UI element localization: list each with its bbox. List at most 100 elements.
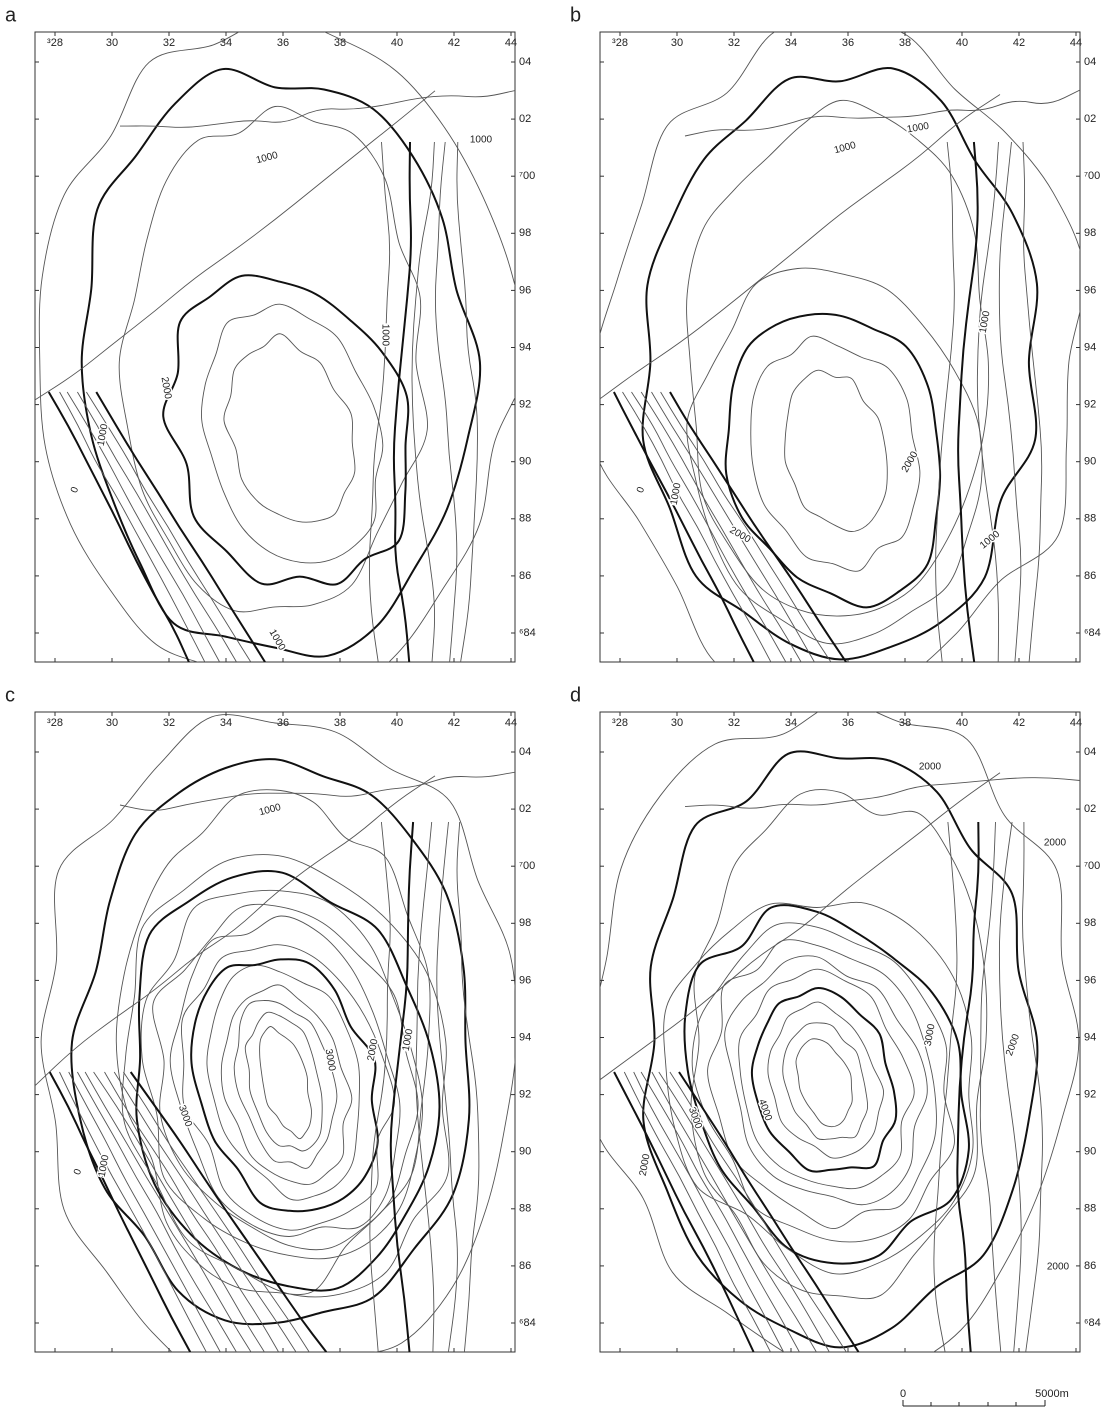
x-tick-label: 42	[448, 37, 460, 49]
contour-line	[640, 1071, 800, 1352]
x-tick-label: ³28	[47, 717, 63, 729]
x-tick-label: 30	[106, 37, 118, 49]
contour-line	[767, 1001, 884, 1159]
contour-label: 2000	[919, 762, 942, 773]
contour-line	[631, 391, 787, 662]
y-tick-label: 94	[1084, 341, 1096, 353]
y-tick-label: 92	[1084, 399, 1096, 411]
contour-line	[115, 789, 431, 1295]
x-tick-label: ³28	[612, 37, 628, 49]
contour-line	[1022, 141, 1043, 662]
x-tick-label: 44	[505, 717, 517, 729]
contour-line	[976, 141, 1000, 662]
contour-line	[456, 141, 478, 662]
contour-line	[104, 1071, 279, 1352]
contour-label: 0	[69, 485, 81, 494]
contour-line	[129, 1071, 328, 1352]
contour-line	[683, 904, 970, 1265]
contour-label: 1000	[833, 140, 858, 156]
y-tick-label: 04	[1084, 746, 1096, 758]
contour-line	[118, 105, 428, 613]
contours	[600, 712, 1080, 1352]
x-tick-label: 40	[391, 37, 403, 49]
contour-line	[724, 312, 942, 609]
x-tick-label: 40	[956, 37, 968, 49]
contour-line	[152, 903, 419, 1251]
scale-bar: 0 5000m	[900, 1388, 1069, 1407]
x-tick-label: 42	[1013, 37, 1025, 49]
contour-line	[77, 391, 237, 662]
y-tick-label: 90	[1084, 456, 1096, 468]
contour-line	[434, 141, 458, 662]
contour-line	[998, 141, 1022, 662]
x-tick-label: ³28	[612, 717, 628, 729]
contour-line	[223, 333, 356, 523]
contour-line	[738, 968, 915, 1190]
y-tick-label: 04	[519, 56, 531, 68]
y-tick-label: 94	[1084, 1031, 1096, 1043]
y-tick-label: 88	[1084, 1203, 1096, 1215]
x-tick-label: 34	[785, 717, 797, 729]
contour-line	[135, 869, 441, 1292]
contour-line	[1022, 821, 1043, 1352]
contour-label: 1000	[470, 135, 493, 146]
y-tick-label: 04	[1084, 56, 1096, 68]
contour-label: 0	[635, 485, 647, 494]
y-tick-label: 86	[1084, 570, 1096, 582]
contour-line	[686, 267, 983, 645]
panel-label: c	[5, 684, 15, 706]
y-tick-label: 02	[519, 803, 531, 815]
contour-line	[77, 1071, 237, 1352]
contour-line	[678, 1071, 860, 1352]
contour-line	[998, 821, 1022, 1352]
y-tick-label: ⁶84	[519, 1317, 536, 1329]
contour-label: 1000	[669, 482, 684, 506]
y-tick-label: 98	[1084, 917, 1096, 929]
contour-line	[456, 821, 480, 1352]
contour-line	[200, 303, 384, 564]
scale-end: 5000m	[1035, 1388, 1069, 1400]
x-tick-label: 32	[163, 717, 175, 729]
contour-line	[707, 939, 937, 1230]
y-tick-label: 90	[519, 1146, 531, 1158]
contour-line	[979, 821, 1002, 1352]
contour-line	[691, 922, 955, 1243]
contour-line	[935, 141, 955, 662]
frame	[599, 711, 1081, 1353]
x-tick-label: ³28	[47, 37, 63, 49]
contours	[35, 714, 515, 1352]
contour-line	[220, 984, 353, 1185]
x-tick-label: 38	[899, 717, 911, 729]
y-tick-label: 90	[1084, 1146, 1096, 1158]
contour-label: 3000	[176, 1104, 194, 1129]
contour-line	[933, 821, 958, 1352]
x-tick-label: 32	[728, 717, 740, 729]
x-tick-label: 36	[842, 37, 854, 49]
contour-line	[651, 391, 815, 662]
contour-line	[206, 964, 361, 1201]
contour-line	[259, 1026, 312, 1140]
y-tick-label: 90	[519, 456, 531, 468]
panel-label: d	[570, 684, 581, 706]
x-tick-label: 30	[671, 717, 683, 729]
contour-label: 1000	[255, 150, 280, 166]
y-tick-label: ⁷00	[519, 170, 535, 182]
y-tick-label: 98	[519, 227, 531, 239]
contour-label: 3000	[323, 1048, 338, 1072]
contour-line	[613, 1071, 755, 1352]
y-tick-label: 02	[1084, 803, 1096, 815]
x-tick-label: 30	[671, 37, 683, 49]
contour-line	[686, 99, 990, 617]
contours	[600, 32, 1080, 662]
contour-label: 1000	[379, 324, 390, 347]
contour-line	[95, 391, 266, 662]
contour-line	[389, 821, 415, 1352]
contour-line	[956, 821, 980, 1352]
contour-label: 2000	[366, 1038, 381, 1062]
contour-line	[750, 986, 898, 1173]
contour-line	[669, 391, 847, 662]
contour-line	[957, 141, 979, 662]
contour-label: 1000	[978, 528, 1002, 551]
